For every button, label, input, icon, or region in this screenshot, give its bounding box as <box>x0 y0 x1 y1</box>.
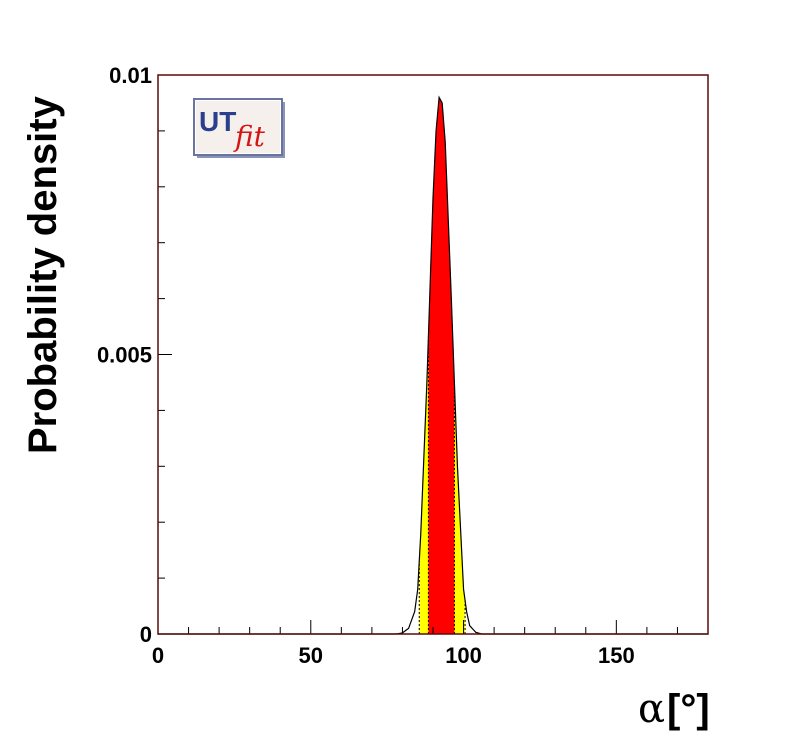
y-axis-label: Probability density <box>21 95 65 454</box>
x-axis-label-symbol: α <box>638 686 665 732</box>
plot-frame <box>157 74 709 635</box>
x-tick-label: 150 <box>598 643 635 668</box>
x-tick-label: 100 <box>445 643 482 668</box>
y-tick-label: 0.01 <box>109 63 152 88</box>
x-axis-label-unit: [°] <box>667 687 710 731</box>
y-tick-label: 0.005 <box>97 343 152 368</box>
x-axis-ticks: 0 50 100 150 <box>152 620 709 668</box>
x-tick-label: 50 <box>299 643 323 668</box>
y-tick-label: 0 <box>140 622 152 647</box>
logo-fit-text: fit <box>233 120 266 153</box>
x-tick-label: 0 <box>152 643 164 668</box>
y-axis-ticks: 0 0.005 0.01 <box>97 63 172 647</box>
logo-ut-text: UT <box>199 106 236 137</box>
interval-68pct-fill <box>428 97 455 634</box>
credible-interval-fills <box>418 97 466 634</box>
utfit-logo: UT fit <box>193 98 285 158</box>
